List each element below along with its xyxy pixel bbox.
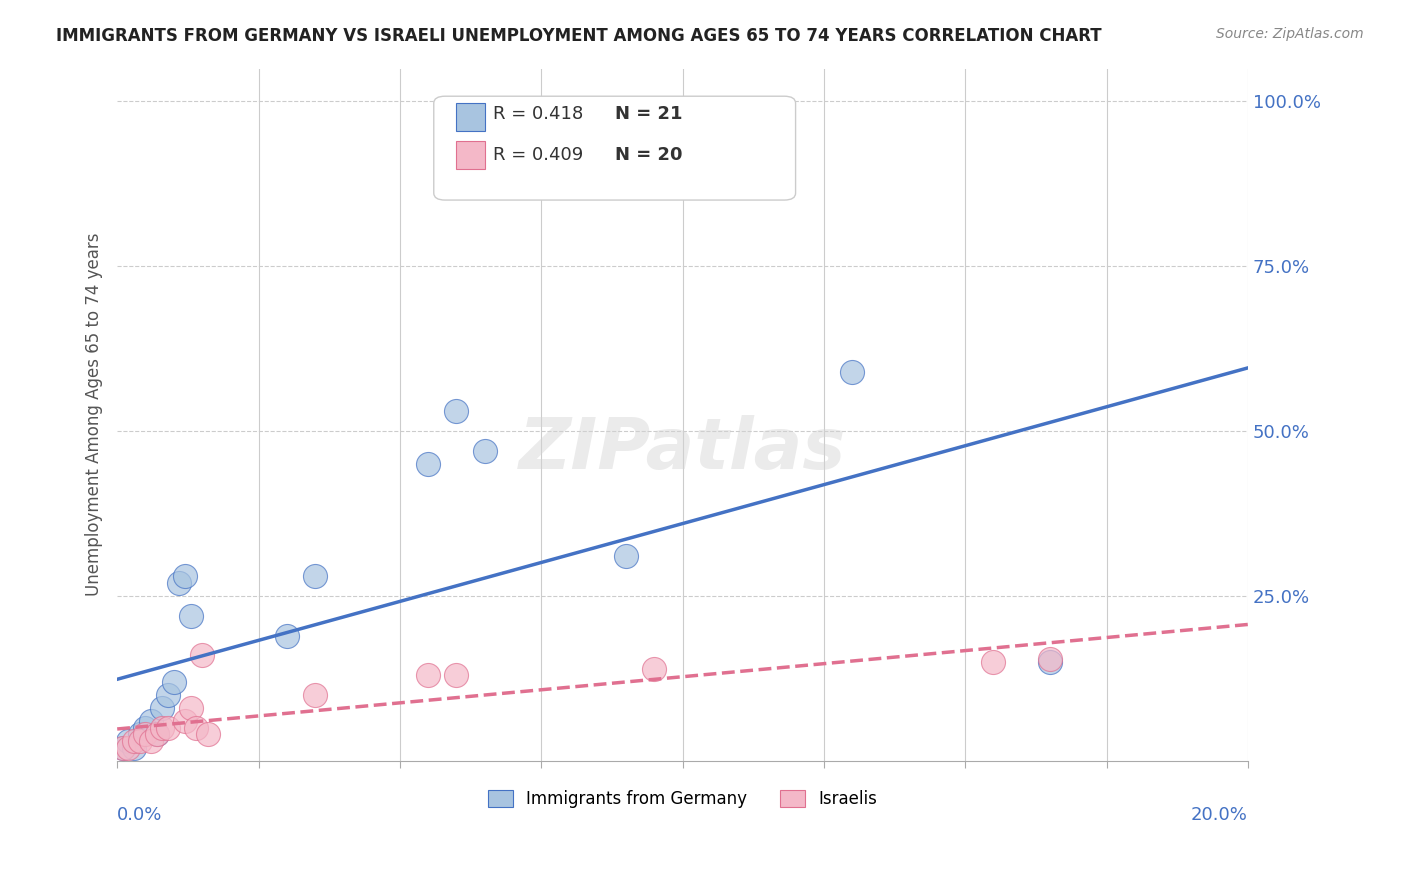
Point (1039, 655, 1062, 669)
Point (128, 727, 150, 741)
Bar (457, 103, 485, 131)
Bar (457, 141, 485, 169)
Point (152, 701, 174, 715)
Point (117, 734, 139, 748)
Point (111, 740, 134, 755)
Point (111, 740, 134, 755)
Text: IMMIGRANTS FROM GERMANY VS ISRAELI UNEMPLOYMENT AMONG AGES 65 TO 74 YEARS CORREL: IMMIGRANTS FROM GERMANY VS ISRAELI UNEMP… (56, 27, 1102, 45)
FancyBboxPatch shape (434, 96, 796, 200)
Point (174, 714, 197, 729)
Point (145, 727, 167, 741)
Point (614, 549, 637, 564)
Point (152, 721, 174, 735)
Text: 20.0%: 20.0% (1191, 805, 1249, 824)
Point (157, 688, 180, 702)
Legend: Immigrants from Germany, Israelis: Immigrants from Germany, Israelis (481, 783, 884, 814)
Point (145, 727, 167, 741)
Point (983, 655, 1005, 669)
Point (416, 457, 439, 471)
Point (180, 701, 202, 715)
Point (122, 734, 145, 748)
Text: 0.0%: 0.0% (117, 805, 163, 824)
Point (117, 740, 139, 755)
Point (474, 444, 496, 458)
Point (416, 668, 439, 682)
Point (139, 734, 162, 748)
Point (163, 674, 186, 689)
Point (186, 721, 208, 735)
Point (197, 727, 219, 741)
Point (180, 608, 202, 623)
Point (174, 569, 197, 583)
Y-axis label: Unemployment Among Ages 65 to 74 years: Unemployment Among Ages 65 to 74 years (86, 233, 103, 597)
Point (122, 740, 145, 755)
Point (157, 721, 180, 735)
Point (134, 721, 156, 735)
Point (446, 404, 468, 418)
Point (643, 661, 665, 675)
Point (304, 688, 326, 702)
Text: R = 0.418: R = 0.418 (492, 104, 583, 122)
Point (169, 575, 191, 590)
Text: Source: ZipAtlas.com: Source: ZipAtlas.com (1216, 27, 1364, 41)
Text: N = 20: N = 20 (614, 146, 682, 164)
Point (446, 668, 468, 682)
Point (304, 569, 326, 583)
Text: R = 0.409: R = 0.409 (492, 146, 583, 164)
Point (134, 727, 156, 741)
Point (191, 648, 214, 663)
Text: N = 21: N = 21 (614, 104, 682, 122)
Point (1039, 651, 1062, 665)
Point (841, 365, 863, 379)
Point (128, 734, 150, 748)
Point (139, 714, 162, 729)
Point (276, 629, 298, 643)
Text: ZIPatlas: ZIPatlas (519, 415, 846, 483)
